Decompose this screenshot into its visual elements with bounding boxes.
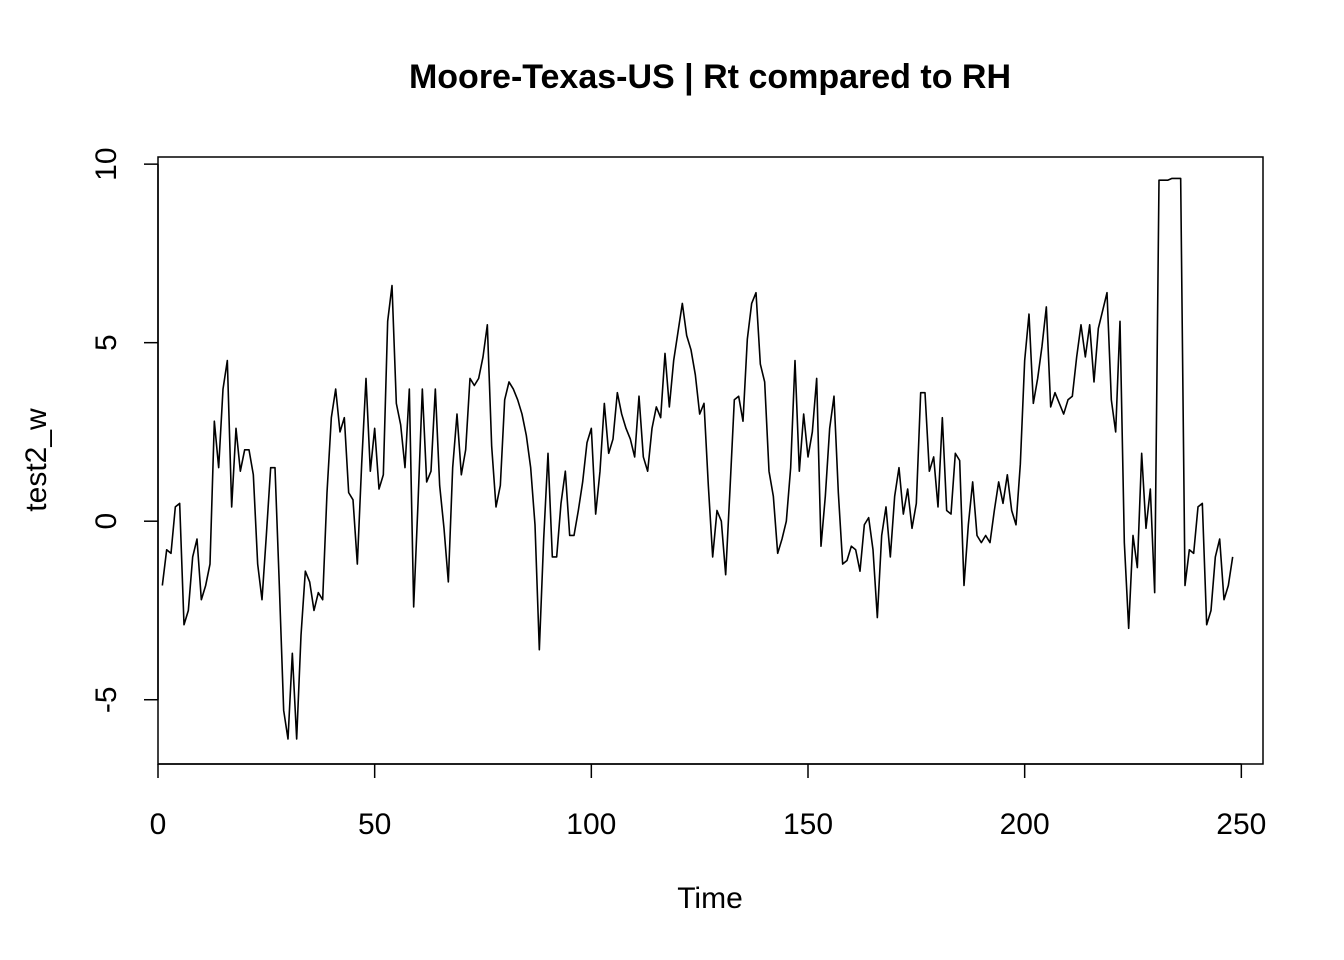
y-tick-label: -5 (90, 686, 123, 713)
x-tick-label: 100 (566, 808, 616, 841)
x-tick-label: 250 (1216, 808, 1266, 841)
series-line (161, 177, 1234, 740)
y-axis-label: test2_w (20, 408, 53, 512)
plot-frame (157, 156, 1264, 765)
chart-title: Moore-Texas-US | Rt compared to RH (408, 58, 1012, 96)
x-axis: 0 50 100 150 200 250 (150, 763, 1266, 841)
y-tick-label: 10 (90, 147, 123, 180)
y-tick-label: 0 (90, 513, 123, 530)
x-tick-label: 50 (358, 808, 391, 841)
y-axis: -5 0 5 10 (90, 147, 159, 713)
y-tick-label: 5 (90, 334, 123, 351)
x-axis-label: Time (677, 882, 743, 915)
x-tick-label: 150 (783, 808, 833, 841)
x-tick-label: 200 (1000, 808, 1050, 841)
x-tick-label: 0 (150, 808, 167, 841)
